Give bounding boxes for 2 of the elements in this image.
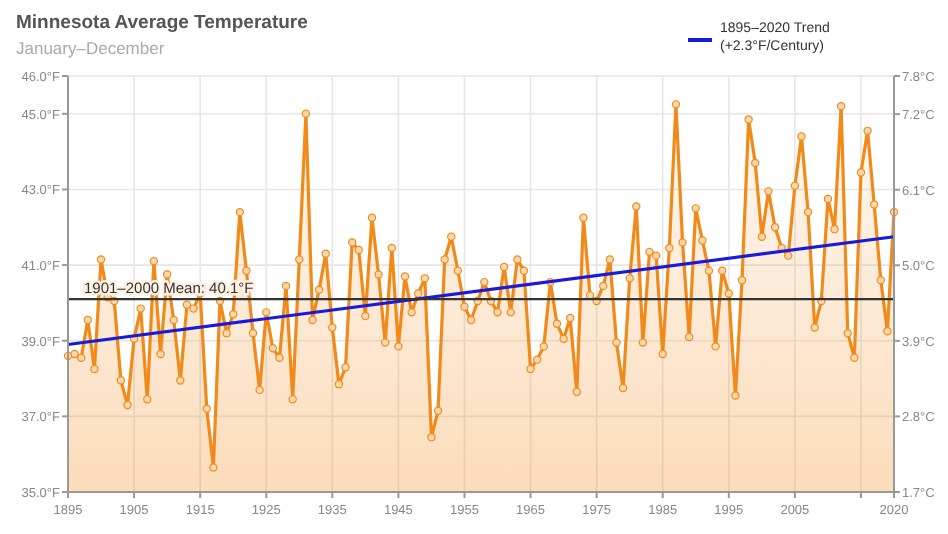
chart-subtitle: January–December	[16, 38, 165, 58]
chart-title: Minnesota Average Temperature	[16, 12, 308, 34]
